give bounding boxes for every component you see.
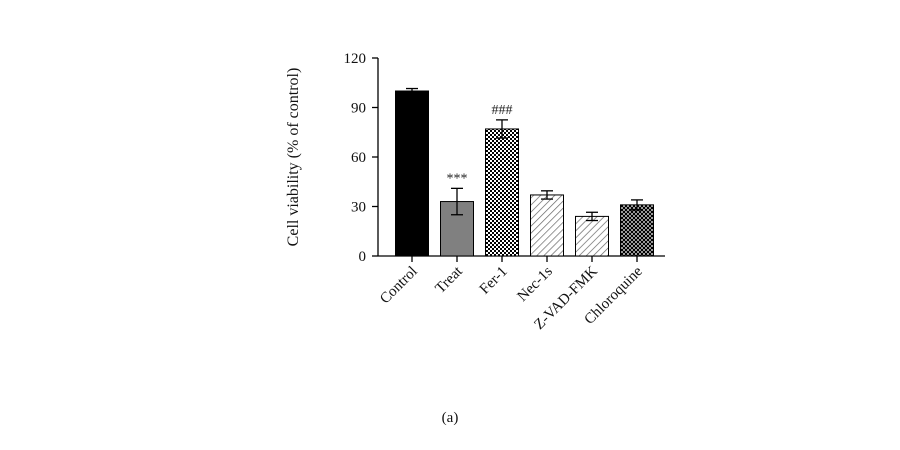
- y-tick-label: 30: [351, 200, 366, 216]
- bar-z-vad-fmk: [575, 215, 609, 257]
- bar-nec-1s: [530, 194, 564, 257]
- labels: 0 30 60 90 120 Cell viability (% of control) C…: [285, 51, 646, 333]
- figure-caption: (a): [441, 410, 459, 426]
- y-tick-label: 90: [351, 101, 366, 117]
- x-tick-label: Nec-1s: [514, 263, 555, 304]
- bar-fer-1: [485, 128, 519, 257]
- bars: [395, 87, 654, 257]
- x-tick-label: Treat: [433, 263, 467, 297]
- y-tick-label: 0: [359, 249, 367, 265]
- y-tick-label: 120: [344, 51, 367, 67]
- x-tick-label: Fer-1: [477, 264, 511, 298]
- bar-chloroquine: [620, 204, 654, 257]
- bar-control: [395, 90, 429, 257]
- x-tick-label: Control: [377, 264, 421, 308]
- significance-label: ###: [492, 103, 513, 118]
- y-tick-label: 60: [351, 150, 366, 166]
- bar-treat: [440, 201, 474, 257]
- y-axis-title: Cell viability (% of control): [285, 68, 302, 247]
- significance-label: ***: [447, 171, 468, 186]
